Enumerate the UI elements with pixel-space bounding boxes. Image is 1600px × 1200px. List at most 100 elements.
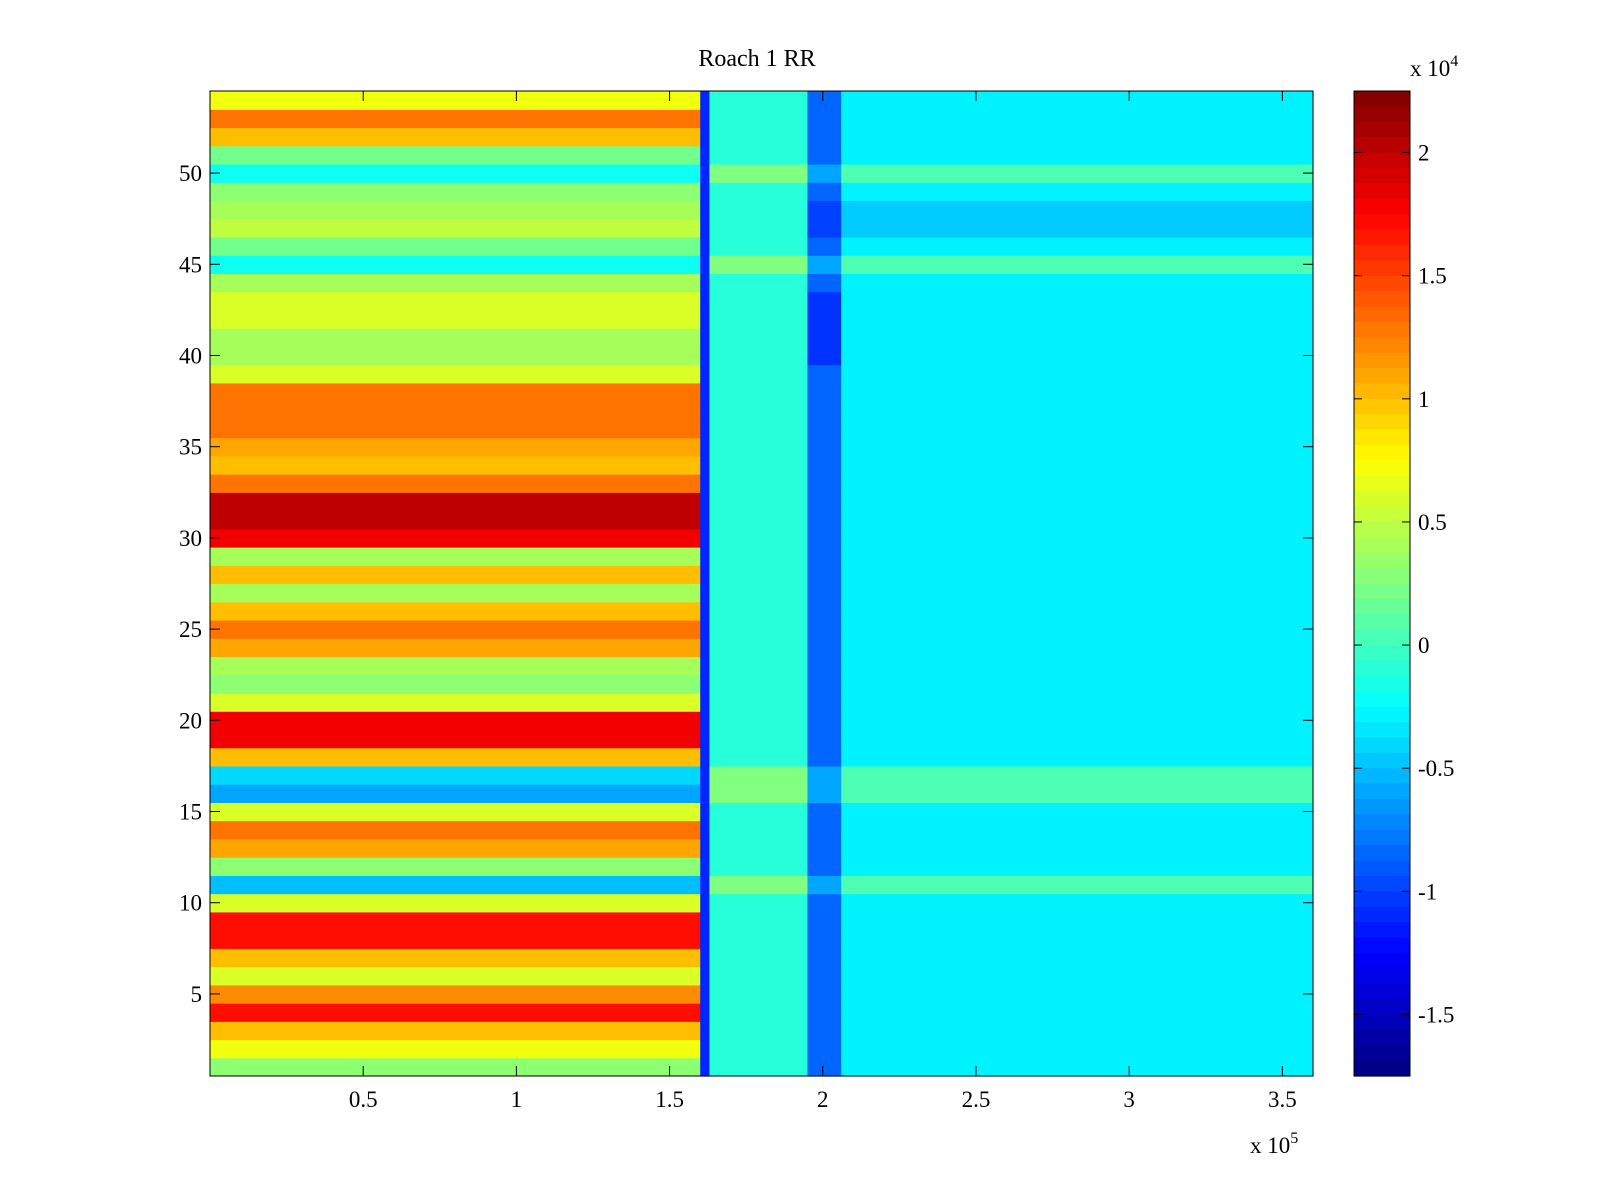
heatmap-cell <box>709 145 809 165</box>
heatmap-cell <box>841 674 1314 694</box>
heatmap-cell <box>807 273 842 293</box>
colorbar-swatch <box>1354 1045 1410 1062</box>
heatmap-cell <box>807 930 842 949</box>
y-tick-label: 40 <box>179 343 202 368</box>
heatmap-cell <box>807 1039 842 1059</box>
heatmap-cell <box>700 674 711 694</box>
heatmap-cell <box>841 236 1314 256</box>
heatmap-cell <box>841 255 1314 275</box>
heatmap-cell <box>841 784 1314 803</box>
heatmap-cell <box>210 510 701 530</box>
colorbar-swatch <box>1354 106 1410 123</box>
colorbar-swatch <box>1354 183 1410 200</box>
colorbar-swatch <box>1354 152 1410 169</box>
heatmap-cell <box>700 984 711 1004</box>
heatmap-cell <box>807 857 842 876</box>
x-tick-label: 0.5 <box>349 1087 378 1112</box>
heatmap-cell <box>210 893 701 913</box>
heatmap-cell <box>210 1003 701 1022</box>
heatmap-cell <box>700 820 711 840</box>
colorbar-swatch <box>1354 752 1410 769</box>
heatmap-cell <box>700 966 711 986</box>
heatmap-cell <box>700 127 711 147</box>
heatmap-cell <box>700 218 711 238</box>
heatmap-cell <box>807 911 842 931</box>
heatmap-cell <box>709 382 809 402</box>
heatmap-cell <box>210 382 701 402</box>
heatmap-cell <box>210 309 701 329</box>
colorbar-swatch <box>1354 875 1410 892</box>
heatmap-cell <box>841 492 1314 512</box>
colorbar-swatch <box>1354 722 1410 739</box>
heatmap-cell <box>709 273 809 293</box>
heatmap-cell <box>700 893 711 913</box>
heatmap-cell <box>709 857 809 876</box>
heatmap-cell <box>807 419 842 439</box>
heatmap-cell <box>709 601 809 621</box>
heatmap-cell <box>700 455 711 475</box>
heatmap-cell <box>210 857 701 876</box>
heatmap-cell <box>700 1039 711 1059</box>
heatmap-cell <box>807 382 842 402</box>
heatmap-cell <box>841 747 1314 767</box>
heatmap-cell <box>841 820 1314 840</box>
heatmap-cell <box>210 1021 701 1041</box>
y-tick-label: 50 <box>179 161 202 186</box>
heatmap-cell <box>709 765 809 785</box>
y-tick-label: 25 <box>179 617 202 642</box>
heatmap-cell <box>700 547 711 566</box>
colorbar-swatch <box>1354 321 1410 338</box>
heatmap-cell <box>841 419 1314 439</box>
heatmap-cell <box>210 273 701 293</box>
heatmap-cell <box>210 328 701 347</box>
heatmap-cell <box>700 619 711 639</box>
heatmap-cell <box>841 474 1314 493</box>
heatmap-cell <box>841 966 1314 986</box>
x-tick-label: 1 <box>511 1087 523 1112</box>
colorbar: -1.5 -1 -0.5 0 0.5 1 1.5 2 <box>1354 91 1454 1077</box>
heatmap-cell <box>709 820 809 840</box>
heatmap-cell <box>807 346 842 366</box>
heatmap-cell <box>700 236 711 256</box>
heatmap-cell <box>210 838 701 858</box>
y-axis: 5 10 15 20 25 30 35 40 45 50 <box>179 161 1313 1007</box>
heatmap-cell <box>709 163 809 183</box>
heatmap-cell <box>841 547 1314 566</box>
heatmap-cell <box>210 291 701 311</box>
colorbar-swatch <box>1354 906 1410 923</box>
heatmap-cell <box>709 911 809 931</box>
colorbar-swatch <box>1354 768 1410 785</box>
heatmap-cell <box>700 382 711 402</box>
heatmap-cell <box>807 200 842 220</box>
heatmap-cell <box>841 401 1314 420</box>
heatmap-cell <box>210 601 701 621</box>
colorbar-swatch <box>1354 552 1410 569</box>
colorbar-swatch <box>1354 121 1410 138</box>
heatmap-cell <box>709 1057 809 1077</box>
colorbar-swatch <box>1354 244 1410 261</box>
heatmap-cell <box>709 255 809 275</box>
heatmap-cell <box>841 838 1314 858</box>
plot-frame <box>209 90 1314 1077</box>
heatmap-cell <box>841 1039 1314 1059</box>
heatmap-cell <box>807 692 842 712</box>
colorbar-swatch <box>1354 444 1410 461</box>
heatmap-cell <box>841 200 1314 220</box>
heatmap-cell <box>807 309 842 329</box>
heatmap-cell <box>210 182 701 202</box>
heatmap-cell <box>807 547 842 566</box>
colorbar-swatch <box>1354 306 1410 323</box>
heatmap-cell <box>807 893 842 913</box>
colorbar-swatch <box>1354 845 1410 862</box>
heatmap-cell <box>841 765 1314 785</box>
heatmap-cell <box>210 820 701 840</box>
heatmap-cell <box>700 583 711 603</box>
heatmap-cell <box>700 765 711 785</box>
heatmap-cell <box>709 948 809 968</box>
heatmap-cell <box>841 802 1314 822</box>
heatmap-cell <box>841 382 1314 402</box>
heatmap-cell <box>709 802 809 822</box>
heatmap-cell <box>807 255 842 275</box>
heatmap-cell <box>700 601 711 621</box>
heatmap-cell <box>841 1003 1314 1022</box>
